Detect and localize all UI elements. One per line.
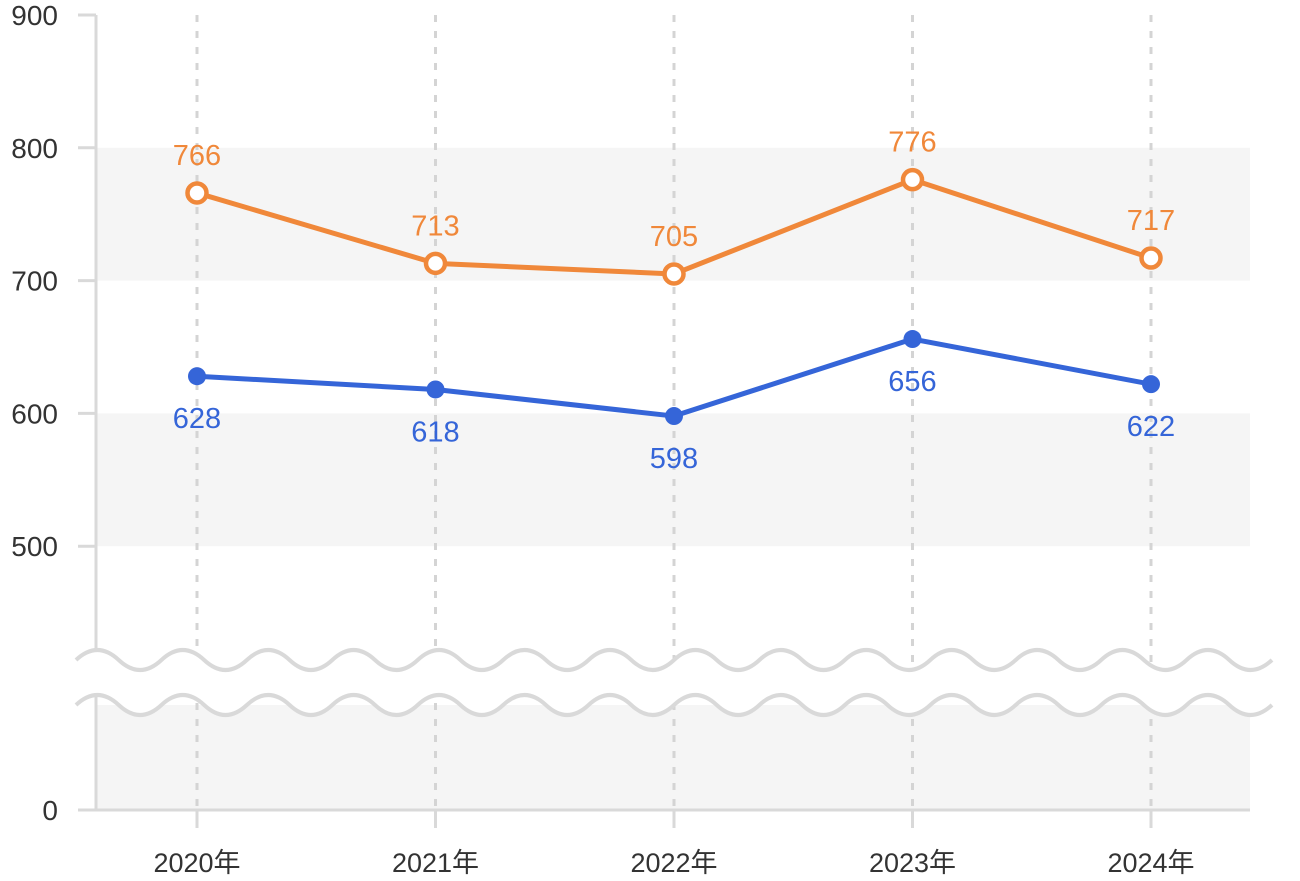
data-label: 598 xyxy=(650,443,698,475)
axis-break-fill xyxy=(76,650,1272,715)
series-layer: 766 713 705 776 717 628 618 598 656 622 xyxy=(173,127,1175,475)
data-label: 628 xyxy=(173,403,221,435)
x-tick-label: 2022年 xyxy=(630,848,717,876)
series-0: 766 713 705 776 717 xyxy=(173,127,1175,286)
y-tick-label: 0 xyxy=(42,795,58,826)
x-tick-label: 2024年 xyxy=(1107,848,1194,876)
data-label: 713 xyxy=(411,210,459,242)
y-tick-label: 500 xyxy=(11,531,58,562)
data-point xyxy=(903,330,922,349)
data-point xyxy=(1139,246,1163,270)
x-tick-label: 2021年 xyxy=(392,848,479,876)
data-label: 705 xyxy=(650,221,698,253)
data-point xyxy=(423,251,448,276)
x-tick-label: 2020年 xyxy=(153,848,240,876)
data-point xyxy=(185,181,209,205)
y-tick-label: 700 xyxy=(11,266,58,297)
series-1: 628 618 598 656 622 xyxy=(173,330,1175,475)
x-tick-label: 2023年 xyxy=(869,848,956,876)
axis-break-wave-bottom xyxy=(74,693,1274,717)
data-point xyxy=(1142,375,1160,394)
y-tick-label: 600 xyxy=(11,398,58,429)
data-label: 776 xyxy=(888,127,936,159)
data-label: 622 xyxy=(1127,411,1175,443)
data-label: 618 xyxy=(411,416,459,448)
axis-break xyxy=(74,648,1274,717)
data-label: 766 xyxy=(173,140,221,172)
y-tick-label: 900 xyxy=(11,0,58,31)
data-point xyxy=(662,262,686,286)
y-tick-label: 800 xyxy=(11,133,58,164)
x-tick-labels: 2020年 2021年 2022年 2023年 2024年 xyxy=(153,848,1194,878)
data-point xyxy=(426,380,445,399)
data-label: 656 xyxy=(888,366,936,398)
axis-break-wave-top xyxy=(74,648,1274,672)
data-point xyxy=(900,167,925,192)
y-tick-labels: 0 500 600 700 800 900 xyxy=(11,0,58,826)
data-point xyxy=(665,407,683,426)
data-label: 717 xyxy=(1127,205,1175,237)
data-point xyxy=(188,367,206,386)
